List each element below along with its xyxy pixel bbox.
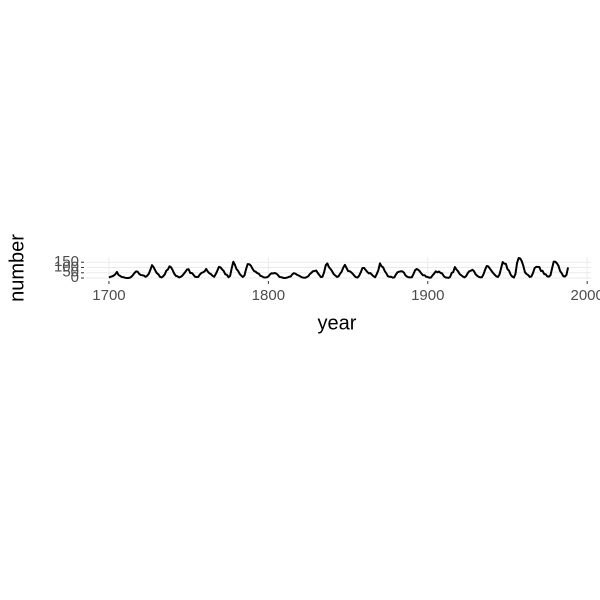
- y-tick-label: 0: [71, 269, 79, 286]
- x-tick-label: 2000: [570, 287, 600, 304]
- x-tick-label: 1800: [252, 287, 285, 304]
- x-axis-title: year: [318, 312, 357, 334]
- x-tick-label: 1900: [411, 287, 444, 304]
- data-line: [108, 257, 570, 279]
- y-tick-label: 100: [54, 258, 79, 275]
- x-tick-label: 1700: [92, 287, 125, 304]
- y-tick-label: 150: [54, 253, 79, 270]
- y-tick-label: 50: [62, 264, 79, 281]
- y-axis-title: number: [6, 234, 28, 302]
